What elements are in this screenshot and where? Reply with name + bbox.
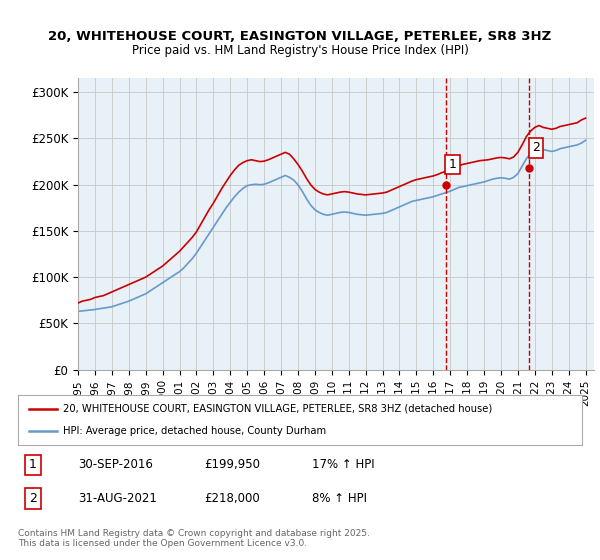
Text: Price paid vs. HM Land Registry's House Price Index (HPI): Price paid vs. HM Land Registry's House … (131, 44, 469, 57)
Text: £199,950: £199,950 (204, 458, 260, 472)
Text: 2: 2 (532, 142, 539, 155)
Text: Contains HM Land Registry data © Crown copyright and database right 2025.
This d: Contains HM Land Registry data © Crown c… (18, 529, 370, 548)
Text: £218,000: £218,000 (204, 492, 260, 505)
Text: 30-SEP-2016: 30-SEP-2016 (78, 458, 153, 472)
Text: 20, WHITEHOUSE COURT, EASINGTON VILLAGE, PETERLEE, SR8 3HZ (detached house): 20, WHITEHOUSE COURT, EASINGTON VILLAGE,… (63, 404, 493, 414)
Text: 8% ↑ HPI: 8% ↑ HPI (312, 492, 367, 505)
Text: 2: 2 (29, 492, 37, 505)
Text: 31-AUG-2021: 31-AUG-2021 (78, 492, 157, 505)
Text: HPI: Average price, detached house, County Durham: HPI: Average price, detached house, Coun… (63, 426, 326, 436)
Text: 1: 1 (29, 458, 37, 472)
Text: 20, WHITEHOUSE COURT, EASINGTON VILLAGE, PETERLEE, SR8 3HZ: 20, WHITEHOUSE COURT, EASINGTON VILLAGE,… (49, 30, 551, 43)
Text: 1: 1 (449, 158, 457, 171)
Text: 17% ↑ HPI: 17% ↑ HPI (312, 458, 374, 472)
